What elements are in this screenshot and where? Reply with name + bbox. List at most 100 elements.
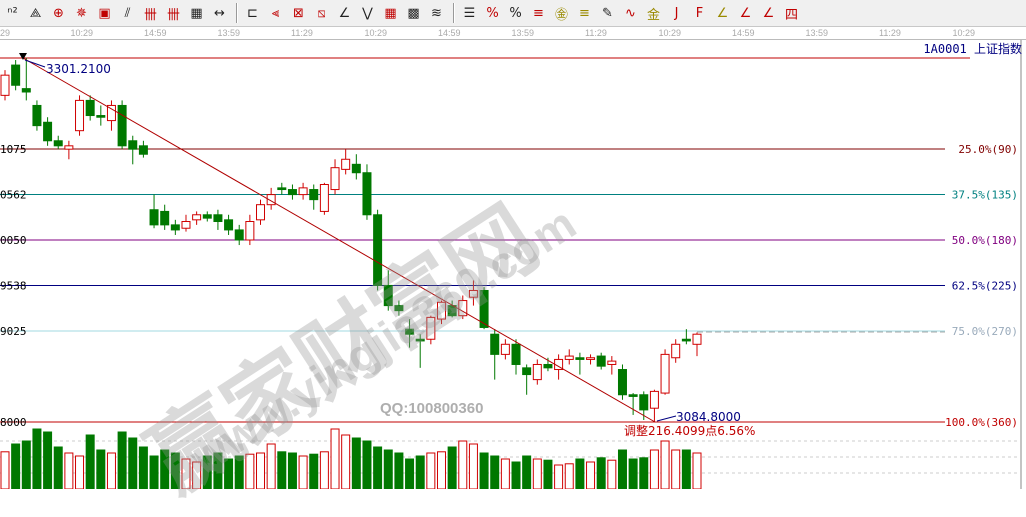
grid-dark-icon[interactable]: ▩ — [407, 5, 420, 21]
volume-bar — [532, 458, 542, 489]
volume-bar — [479, 452, 489, 489]
volume-bar — [405, 458, 415, 489]
volume-bar — [490, 455, 500, 489]
time-tick: 11:29 — [585, 28, 607, 38]
volume-bar — [53, 446, 63, 489]
grid-icon[interactable]: ▦ — [384, 5, 397, 21]
triangle-pattern-icon[interactable]: ⟁ — [29, 5, 42, 21]
percent-levels-icon[interactable]: ≡ — [533, 5, 544, 21]
candle-body — [660, 353, 670, 394]
candle-body — [479, 289, 489, 328]
volume-bar — [639, 457, 649, 489]
candle-body — [96, 115, 106, 118]
time-tick: 10:29 — [658, 28, 682, 38]
volume-bar — [458, 440, 468, 489]
candle-body — [490, 333, 500, 355]
candle-body — [224, 219, 234, 231]
candle-body — [383, 284, 393, 307]
candlestick-chart[interactable]: 25.0%(90) 1075 37.5%(135) 0562 50.0%(180) 005… — [0, 0, 1026, 489]
candle-body — [117, 104, 127, 147]
ruler-icon[interactable]: ▦ — [190, 5, 203, 21]
candle-body — [628, 394, 638, 397]
fan-lines-icon[interactable]: ⫷ — [271, 5, 280, 21]
adjust-note: 调整216.4099点6.56% — [624, 423, 755, 438]
candle-body — [564, 355, 574, 360]
char-angle-icon[interactable]: ∠ — [739, 5, 752, 21]
angle-icon[interactable]: ∠ — [338, 5, 351, 21]
n2-icon[interactable]: ⁿ² — [7, 5, 18, 21]
volume-bar — [351, 437, 361, 489]
volume-bar — [554, 464, 564, 489]
volume-bar — [160, 449, 170, 489]
candle-body — [341, 158, 351, 170]
time-tick: 29 — [0, 28, 11, 38]
volume-bar — [181, 458, 191, 489]
candle-body — [330, 167, 340, 191]
candle-body — [213, 214, 223, 223]
volume-bar — [660, 440, 670, 489]
list-icon[interactable]: ☰ — [463, 5, 476, 21]
gold-angle-icon[interactable]: ∠ — [716, 5, 729, 21]
volume-bar — [341, 434, 351, 489]
percent-icon[interactable]: % — [509, 5, 522, 21]
candle-body — [309, 189, 319, 201]
high-label: 3301.2100 — [46, 62, 111, 76]
candle-body — [106, 104, 116, 122]
percent-line-icon[interactable]: % — [486, 5, 499, 21]
measure-icon[interactable]: ↔ — [214, 5, 225, 21]
candle-body — [351, 163, 361, 174]
gann-box-icon[interactable]: ⊠ — [293, 5, 304, 21]
wave-icon[interactable]: ∿ — [625, 5, 636, 21]
candle-body — [586, 357, 596, 360]
time-tick: 14:59 — [144, 28, 167, 38]
time-tick: 11:29 — [291, 28, 313, 38]
four-angle-icon[interactable]: 四 — [784, 7, 798, 23]
gold-line-icon[interactable]: 金 — [646, 7, 660, 23]
rect-tool-icon[interactable]: ⊏ — [247, 5, 258, 21]
trend-line — [22, 57, 656, 423]
candle-body — [532, 363, 542, 381]
fib-zone-icon[interactable]: 卌 — [166, 7, 180, 23]
gear-radial-icon[interactable]: ✵ — [76, 5, 87, 21]
gold-levels-icon[interactable]: ≡ — [579, 5, 590, 21]
j-line-icon[interactable]: J — [674, 5, 679, 21]
candle-body — [522, 367, 532, 376]
target-icon[interactable]: ⊕ — [53, 5, 64, 21]
volume-bar — [287, 452, 297, 489]
volume-bar — [224, 458, 234, 489]
fib-label: 62.5%(225) — [952, 279, 1018, 292]
box-grid-icon[interactable]: ▣ — [98, 5, 111, 21]
gold-circle-icon[interactable]: ㊎ — [554, 7, 568, 23]
candle-body — [266, 194, 276, 206]
volume-bar — [298, 455, 308, 489]
volume-bar — [32, 428, 42, 489]
volume-bar — [319, 451, 329, 489]
gann-fan-icon[interactable]: ⧅ — [317, 5, 326, 21]
volume-bar — [202, 455, 212, 489]
candle-body — [21, 88, 31, 93]
candle-body — [149, 209, 159, 226]
candle-body — [468, 289, 478, 298]
pen-icon[interactable]: ✎ — [602, 5, 613, 21]
candle-body — [426, 316, 436, 340]
volume-bar — [564, 463, 574, 489]
volume-bar — [649, 449, 659, 489]
candle-body — [64, 145, 74, 150]
candle-body — [575, 357, 585, 360]
fib-time-icon[interactable]: 卌 — [143, 7, 157, 23]
char-angle-2-icon[interactable]: ∠ — [762, 5, 775, 21]
fib-label: 50.0%(180) — [952, 234, 1018, 247]
candle-body — [11, 64, 21, 86]
volume-bar — [245, 453, 255, 489]
zigzag-icon[interactable]: ⋁ — [362, 5, 373, 21]
volume-bar — [426, 452, 436, 489]
volume-bar — [330, 428, 340, 489]
f-line-icon[interactable]: F — [695, 5, 704, 21]
low-callout-line — [656, 415, 677, 422]
high-marker-icon — [19, 53, 27, 60]
parallel-channel-icon[interactable]: ≋ — [431, 5, 442, 21]
parallel-lines-icon[interactable]: ⫽ — [124, 5, 131, 21]
candle-body — [75, 99, 85, 132]
time-tick: 10:29 — [70, 28, 94, 38]
volume-bar — [586, 461, 596, 489]
